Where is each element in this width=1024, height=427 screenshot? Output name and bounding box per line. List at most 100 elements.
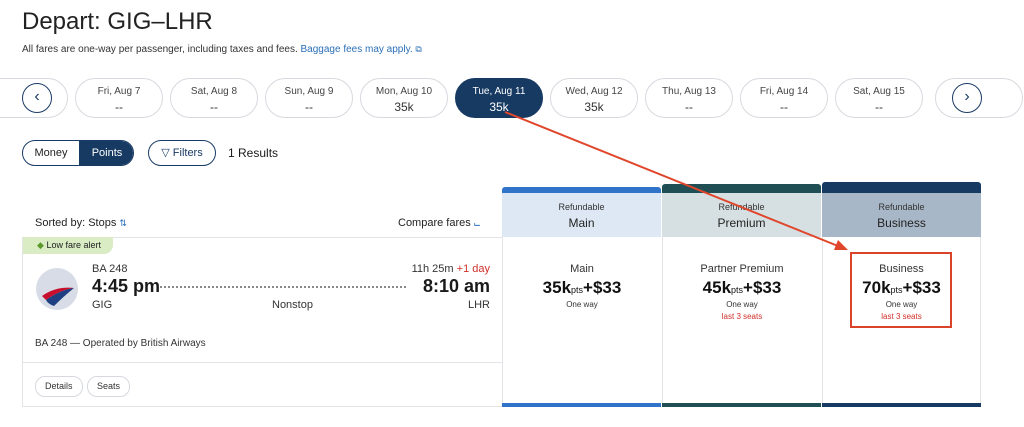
date-day: Mon, Aug 10 <box>375 86 433 97</box>
arrow-head <box>834 240 848 250</box>
date-pill[interactable]: Fri, Aug 7 -- <box>75 78 163 118</box>
route-line <box>160 286 406 288</box>
date-day: Sat, Aug 8 <box>190 86 238 97</box>
highlight-box <box>850 252 952 328</box>
airline-logo <box>36 268 78 310</box>
points-option[interactable]: Points <box>79 141 133 165</box>
date-price: -- <box>875 100 883 114</box>
date-day: Thu, Aug 13 <box>662 86 716 97</box>
destination: LHR <box>467 299 490 311</box>
date-day: Wed, Aug 12 <box>565 86 623 97</box>
date-pill[interactable]: Sat, Aug 15 -- <box>835 78 923 118</box>
compare-text: Compare fares <box>398 217 471 229</box>
filters-label: Filters <box>172 147 203 159</box>
date-pill[interactable]: Mon, Aug 10 35k <box>360 78 448 118</box>
plus-day: +1 day <box>456 263 490 275</box>
subtitle-text: All fares are one-way per passenger, inc… <box>22 44 298 55</box>
date-price: 35k <box>394 100 414 114</box>
seats-left: last 3 seats <box>721 312 763 321</box>
fare-note: One way <box>566 300 598 309</box>
cabin: Main <box>568 216 595 230</box>
points-unit: pts <box>571 285 584 295</box>
low-fare-tag: ◆ Low fare alert <box>23 237 113 254</box>
subtitle: All fares are one-way per passenger, inc… <box>22 44 422 55</box>
arrow-line <box>504 111 839 247</box>
date-pill[interactable]: Wed, Aug 12 35k <box>550 78 638 118</box>
fare-cell[interactable]: Partner Premium 45kpts+$33 One way last 3 s… <box>662 237 821 403</box>
date-price: -- <box>210 100 218 114</box>
currency-toggle: Money Points <box>22 140 134 166</box>
sort-text: Sorted by: Stops <box>35 217 117 229</box>
cabin: Business <box>877 216 926 230</box>
cash: +$33 <box>902 278 941 297</box>
footer-bar <box>822 403 981 407</box>
logo-swoosh-blue <box>46 288 74 306</box>
flight-card <box>22 237 502 407</box>
stops: Nonstop <box>272 299 313 311</box>
link-icon: ⧉ <box>415 44 422 54</box>
footer-bar <box>662 403 821 407</box>
date-day: Fri, Aug 14 <box>759 86 809 97</box>
points: 35k <box>542 278 572 297</box>
divider <box>23 362 502 363</box>
date-day: Fri, Aug 7 <box>97 86 141 97</box>
money-option[interactable]: Money <box>34 147 68 159</box>
cash: +$33 <box>743 278 782 297</box>
alert-text: Low fare alert <box>46 240 101 250</box>
points-unit: pts <box>890 285 903 295</box>
date-pill[interactable]: Sat, Aug 8 -- <box>170 78 258 118</box>
date-pill[interactable]: Thu, Aug 13 -- <box>645 78 733 118</box>
filters-button[interactable]: ▽ Filters <box>148 140 216 166</box>
sort-label[interactable]: Sorted by: Stops ⇅ <box>35 217 127 229</box>
fare-note: One way <box>726 300 758 309</box>
date-pill[interactable]: Tue, Aug 11 35k <box>455 78 543 118</box>
flight-number: BA 248 <box>92 263 128 275</box>
points-unit: pts <box>731 285 744 295</box>
fare-header: Refundable Business <box>822 193 981 237</box>
duration: 11h 25m +1 day <box>412 263 490 275</box>
seats-left: last 3 seats <box>881 312 922 321</box>
date-pill[interactable]: Fri, Aug 14 -- <box>740 78 828 118</box>
fare-price: 35kpts+$33 <box>503 278 661 298</box>
date-price: 35k <box>489 100 509 114</box>
origin: GIG <box>92 299 113 311</box>
arrive-time: 8:10 am <box>422 276 490 296</box>
cash: +$33 <box>583 278 622 297</box>
cabin: Premium <box>717 216 766 230</box>
tag-icon: ◆ <box>37 240 44 250</box>
seat-icon: ⨽ <box>473 217 481 229</box>
date-pill[interactable]: Sun, Aug 9 -- <box>265 78 353 118</box>
points: 70k <box>862 278 891 297</box>
fare-name: Business <box>879 263 924 275</box>
details-button[interactable]: Details <box>35 376 83 397</box>
baggage-link[interactable]: Baggage fees may apply. <box>300 44 413 55</box>
seats-button[interactable]: Seats <box>87 376 131 397</box>
prev-button[interactable]: ‹ <box>22 83 52 113</box>
fare-cell[interactable]: Main 35kpts+$33 One way <box>502 237 661 403</box>
duration-text: 11h 25m <box>411 263 454 275</box>
results-count: 1 Results <box>228 146 279 160</box>
logo-swoosh-red <box>42 287 74 300</box>
compare-fares[interactable]: Compare fares ⨽ <box>398 217 480 230</box>
fare-cell[interactable]: Business 70kpts+$33 One way last 3 seats <box>822 237 981 403</box>
next-button[interactable]: › <box>952 83 982 113</box>
fare-header: Refundable Main <box>502 193 661 237</box>
footer-bar <box>502 403 661 407</box>
date-day: Tue, Aug 11 <box>472 86 526 97</box>
date-day: Sat, Aug 15 <box>853 86 905 97</box>
date-price: -- <box>305 100 313 114</box>
depart-time: 4:45 pm <box>92 276 161 296</box>
refundable: Refundable <box>878 202 925 212</box>
fare-price: 70kpts+$33 <box>823 278 980 298</box>
date-price: -- <box>780 100 788 114</box>
date-price: -- <box>115 100 123 114</box>
date-price: -- <box>685 100 693 114</box>
filter-icon: ▽ <box>161 147 170 159</box>
title: Depart: GIG–LHR <box>22 8 213 35</box>
sort-icon: ⇅ <box>119 218 127 228</box>
date-price: 35k <box>584 100 604 114</box>
fare-name: Main <box>570 263 594 275</box>
fare-price: 45kpts+$33 <box>663 278 821 298</box>
